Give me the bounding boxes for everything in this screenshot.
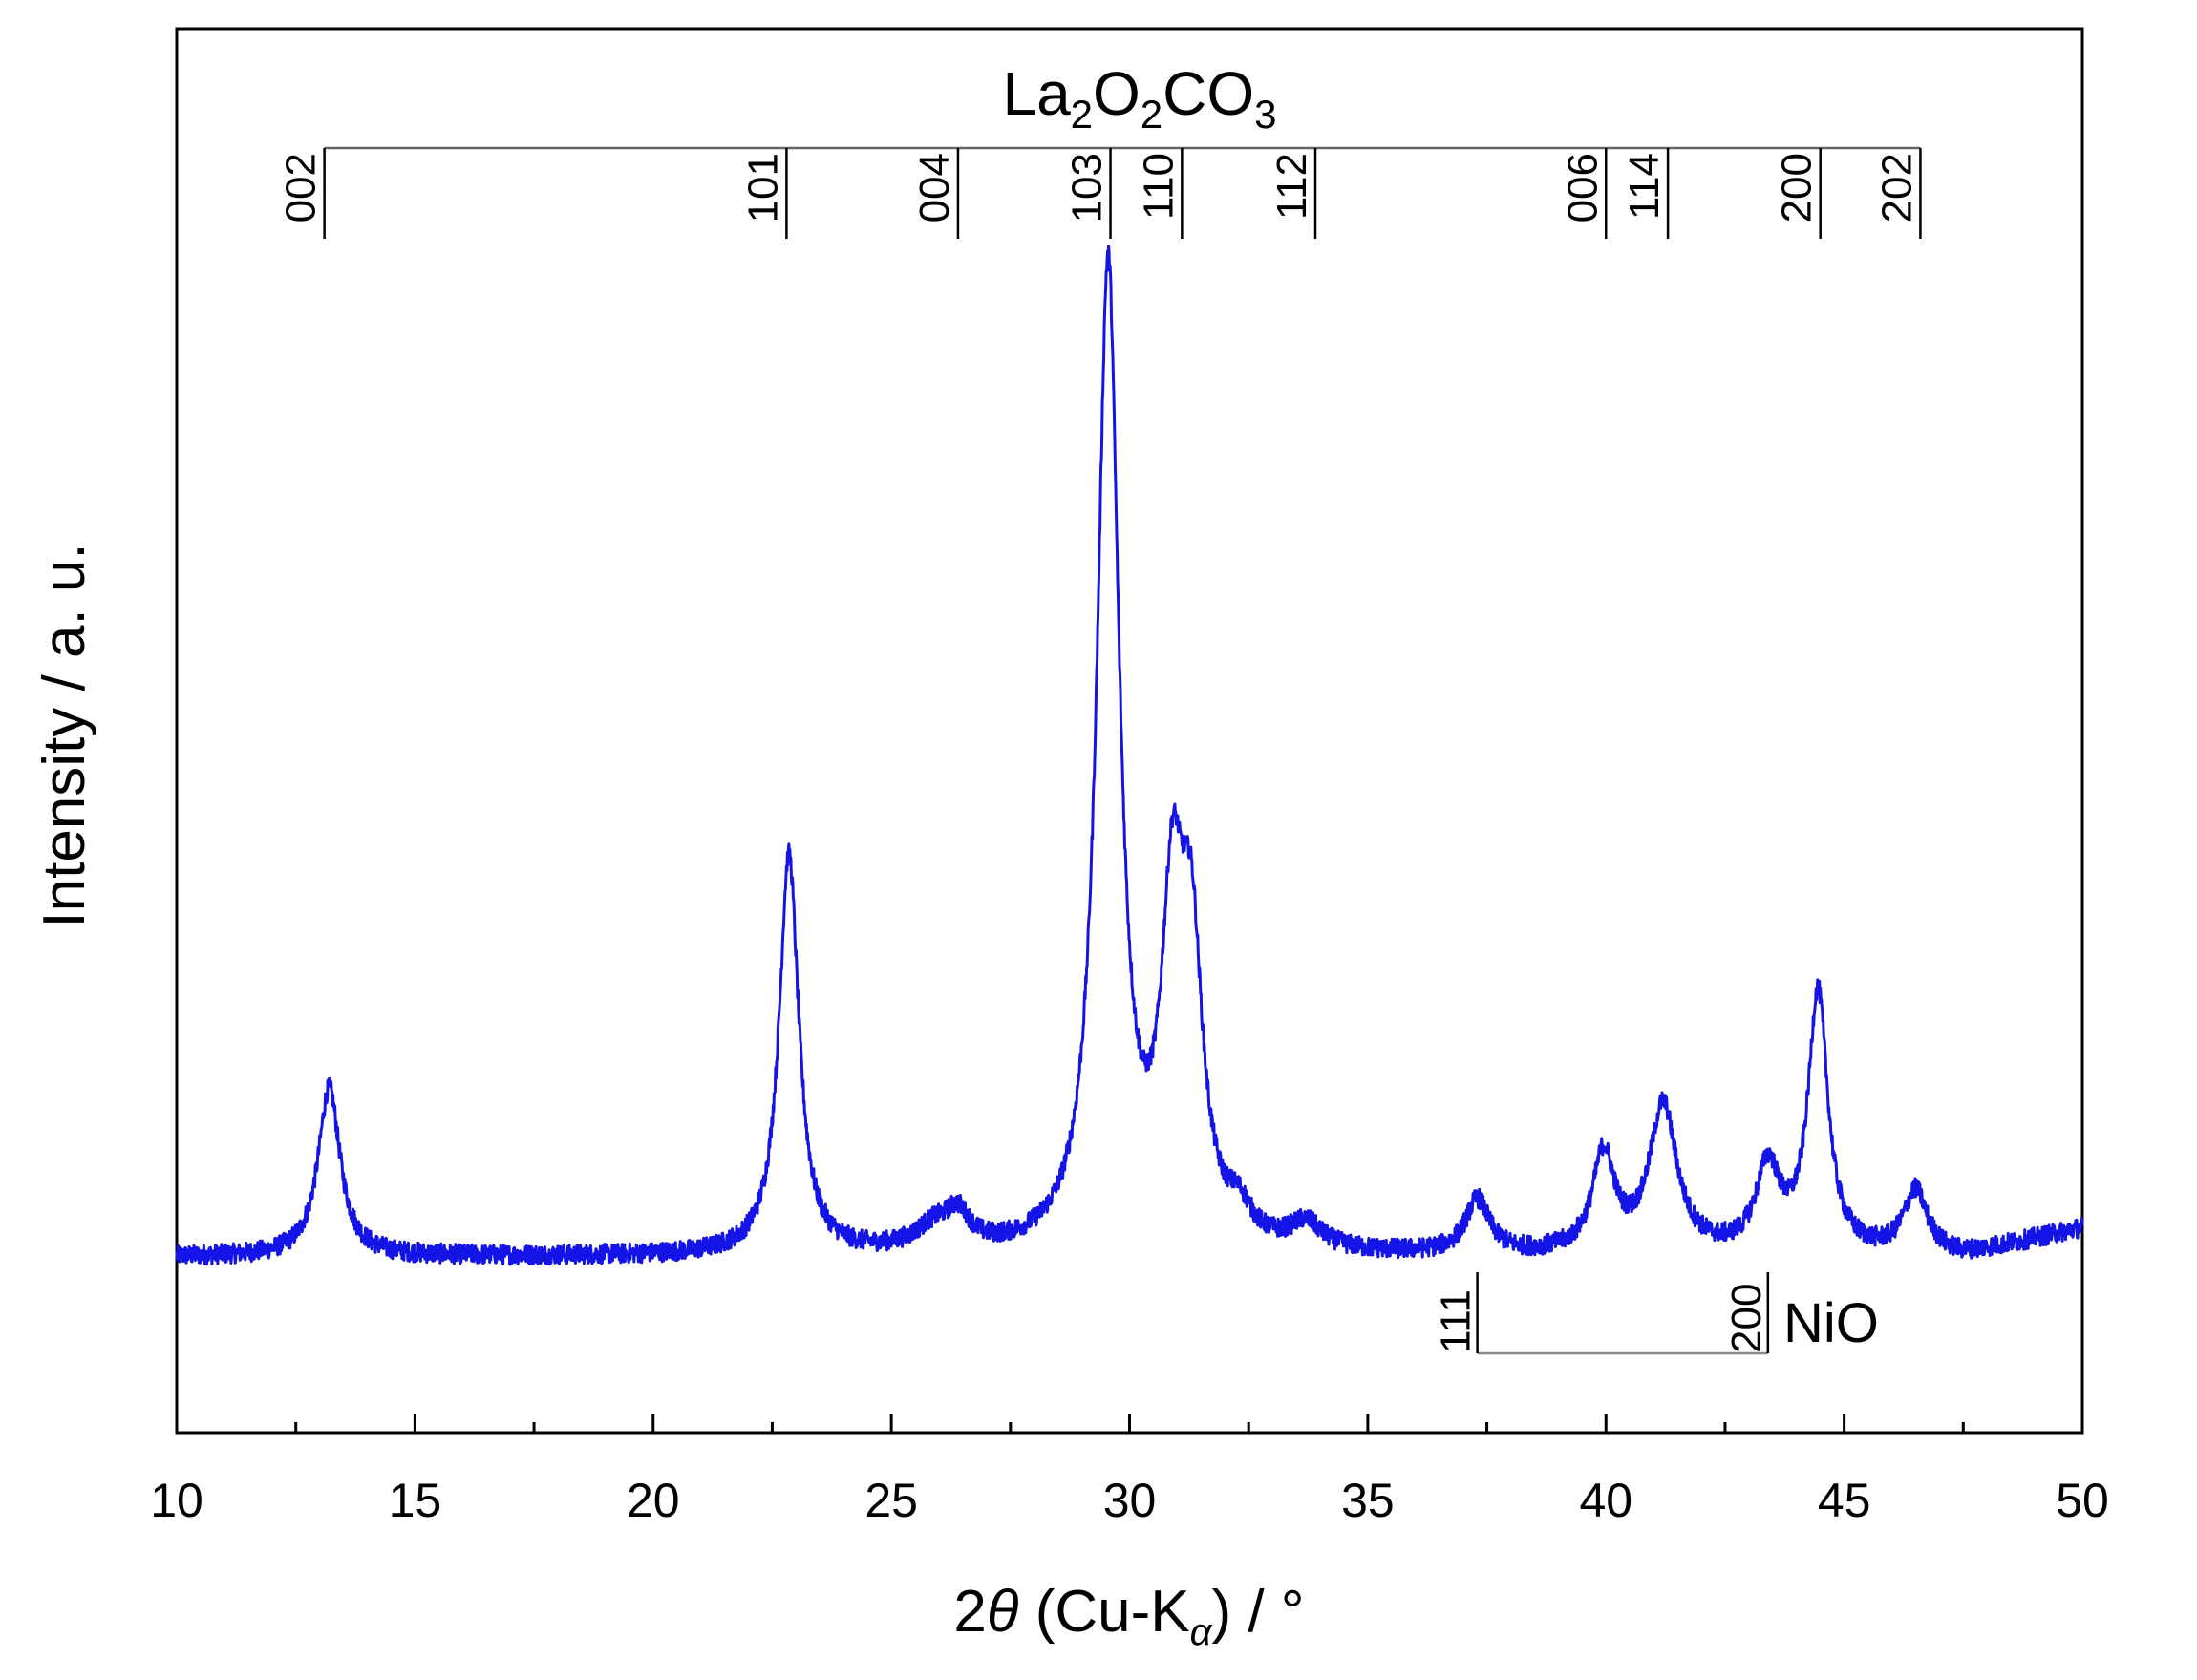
hkl-label: 112 [1269, 153, 1315, 220]
hkl-label: 200 [1723, 1284, 1770, 1353]
x-tick-label: 35 [1341, 1474, 1395, 1527]
plot-frame [175, 27, 2084, 1435]
x-tick-label: 30 [1103, 1474, 1157, 1527]
nio-phase-label: NiO [1783, 1292, 1879, 1354]
x-tick-label: 45 [1818, 1474, 1871, 1527]
x-tick-label: 50 [2056, 1474, 2109, 1527]
x-tick-label: 10 [150, 1474, 203, 1527]
x-tick-label: 25 [864, 1474, 918, 1527]
nio-reference-markers: 111 200 [1433, 1272, 1770, 1355]
x-tick-label: 15 [389, 1474, 442, 1527]
hkl-label: 200 [1774, 153, 1821, 223]
hkl-label: 004 [911, 153, 958, 223]
x-tick-label: 40 [1579, 1474, 1632, 1527]
hkl-label: 101 [739, 153, 786, 223]
hkl-label: 202 [1873, 153, 1920, 223]
hkl-label: 103 [1064, 153, 1111, 223]
x-axis-tick-labels: 10 15 20 25 30 35 40 45 50 [150, 1474, 2109, 1527]
x-axis-title: 2θ (Cu-Kα) / ° [953, 1579, 1304, 1653]
la2o2co3-phase-label: La2O2CO3 [1002, 59, 1276, 137]
hkl-label: 110 [1135, 153, 1182, 220]
hkl-label: 002 [278, 153, 325, 223]
y-axis-title: Intensity / a. u. [32, 542, 97, 927]
hkl-label: 006 [1559, 153, 1606, 223]
la2o2co3-reference-markers: 002 101 004 103 110 112 006 114 200 202 [278, 146, 1922, 239]
x-axis-ticks [175, 1414, 2084, 1433]
hkl-label: 111 [1433, 1289, 1480, 1353]
hkl-label: 114 [1621, 153, 1668, 220]
x-tick-label: 20 [627, 1474, 680, 1527]
diffraction-pattern-line [175, 245, 2084, 1266]
